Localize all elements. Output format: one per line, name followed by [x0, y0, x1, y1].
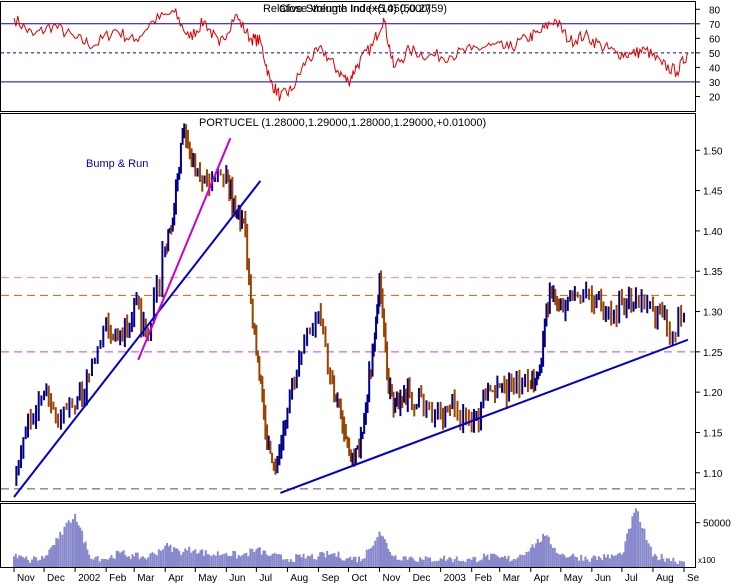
rsi-panel: 20 30 40 50 60 70 80: [1, 5, 721, 103]
price-y-tick-label: 1.45: [703, 187, 723, 198]
trendline: [137, 137, 232, 361]
rsi-title-overlap: Close Volume Ind (+5,050,000): [279, 3, 431, 15]
x-tick-label: 2003: [444, 573, 467, 584]
rsi-y-tick-label: 30: [709, 78, 721, 89]
rsi-y-tick-label: 60: [709, 34, 721, 45]
x-tick-label: Apr: [534, 573, 550, 584]
volume-unit-label: x100: [698, 556, 716, 565]
x-tick-label: Se: [687, 573, 700, 584]
x-tick-label: Aug: [656, 573, 674, 584]
rsi-line: [13, 7, 689, 102]
x-tick-label: Oct: [352, 573, 368, 584]
rsi-y-tick-label: 20: [709, 92, 721, 103]
rsi-y-tick-label: 40: [709, 63, 721, 74]
x-axis: Nov Dec 2002 Feb Mar Apr May Jun Jul Aug Sep Oct Nov…: [13, 567, 700, 584]
rsi-y-tick-label: 80: [709, 5, 721, 16]
volume-panel: 50000: [13, 508, 731, 567]
x-tick-label: Apr: [168, 573, 184, 584]
price-y-tick-label: 1.30: [703, 308, 723, 319]
rsi-title: Relative Strength Index(14) (50.2759): [263, 3, 447, 15]
trendline: [13, 180, 262, 498]
x-tick-label: Dec: [47, 573, 65, 584]
x-tick-label: Feb: [475, 573, 493, 584]
volume-y-tick-label: 50000: [703, 519, 731, 530]
x-tick-label: Feb: [109, 573, 127, 584]
rsi-y-tick-label: 50: [709, 49, 721, 60]
price-y-tick-label: 1.50: [703, 146, 723, 157]
x-tick-label: Mar: [137, 573, 155, 584]
x-tick-label: May: [198, 573, 217, 584]
price-panel: 1.10 1.15 1.20 1.25 1.30 1.35 1.40 1.45 1.50: [1, 123, 723, 498]
price-y-tick-label: 1.40: [703, 227, 723, 238]
price-y-tick-label: 1.10: [703, 469, 723, 480]
rsi-panel-frame: [0, 1, 696, 112]
trendline: [280, 338, 689, 494]
x-tick-label: Nov: [17, 573, 35, 584]
x-tick-label: Jun: [595, 573, 611, 584]
x-tick-label: Jul: [259, 573, 272, 584]
x-tick-label: Jul: [625, 573, 638, 584]
rsi-y-tick-label: 70: [709, 20, 721, 31]
x-tick-label: Mar: [503, 573, 521, 584]
price-y-tick-label: 1.35: [703, 267, 723, 278]
volume-panel-frame: [0, 503, 696, 568]
price-y-tick-label: 1.25: [703, 348, 723, 359]
x-tick-label: May: [564, 573, 583, 584]
x-tick-label: Aug: [290, 573, 308, 584]
x-tick-label: Sep: [321, 573, 339, 584]
x-tick-label: Dec: [413, 573, 431, 584]
price-title: PORTUCEL (1.28000,1.29000,1.28000,1.2900…: [199, 117, 486, 129]
price-panel-frame: [0, 113, 696, 502]
price-y-tick-label: 1.20: [703, 388, 723, 399]
x-tick-label: 2002: [78, 573, 101, 584]
x-tick-label: Jun: [229, 573, 245, 584]
x-tick-label: Nov: [383, 573, 401, 584]
price-y-tick-label: 1.15: [703, 428, 723, 439]
bump-and-run-annotation: Bump & Run: [86, 158, 148, 170]
